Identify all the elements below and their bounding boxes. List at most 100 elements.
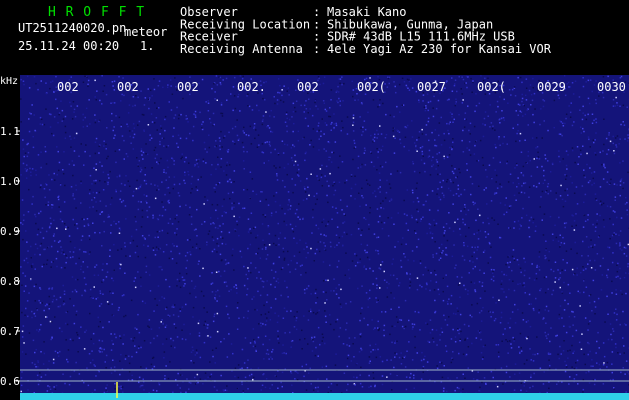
noise xyxy=(565,164,568,167)
noise xyxy=(393,297,395,299)
noise xyxy=(443,194,445,197)
noise xyxy=(76,334,79,336)
noise xyxy=(505,263,507,266)
noise xyxy=(415,187,418,190)
noise xyxy=(532,77,534,80)
noise xyxy=(148,326,150,328)
noise xyxy=(89,238,91,241)
noise xyxy=(78,248,81,251)
noise xyxy=(451,148,453,151)
noise xyxy=(287,87,290,89)
noise xyxy=(174,346,176,349)
noise xyxy=(201,123,203,126)
noise xyxy=(521,81,523,84)
noise xyxy=(538,79,540,82)
noise xyxy=(224,135,226,137)
noise xyxy=(358,192,360,194)
noise xyxy=(184,283,186,285)
noise xyxy=(110,333,112,335)
noise xyxy=(619,138,621,140)
noise xyxy=(204,148,206,150)
noise xyxy=(555,368,557,371)
noise xyxy=(236,134,239,137)
noise xyxy=(173,160,175,162)
noise xyxy=(428,209,431,211)
noise xyxy=(322,261,325,263)
noise xyxy=(398,356,401,359)
noise xyxy=(48,174,50,176)
noise xyxy=(524,269,526,272)
noise xyxy=(565,117,567,120)
noise xyxy=(374,190,376,192)
noise xyxy=(262,280,265,283)
noise xyxy=(411,87,414,89)
noise xyxy=(89,206,91,209)
noise xyxy=(625,324,627,326)
noise xyxy=(406,78,409,81)
noise xyxy=(41,123,44,126)
noise xyxy=(69,375,72,378)
noise xyxy=(515,162,518,165)
noise xyxy=(203,221,206,223)
noise xyxy=(601,91,604,94)
noise xyxy=(172,339,175,342)
noise xyxy=(203,307,205,309)
noise xyxy=(152,356,155,359)
noise xyxy=(135,82,138,84)
noise xyxy=(105,143,107,145)
noise xyxy=(110,367,112,369)
noise xyxy=(573,121,575,123)
noise xyxy=(502,333,504,336)
noise xyxy=(164,129,166,132)
noise xyxy=(568,105,570,107)
noise xyxy=(407,229,409,231)
noise xyxy=(44,146,46,148)
noise xyxy=(324,245,326,247)
noise xyxy=(432,254,434,256)
noise xyxy=(244,337,247,339)
noise xyxy=(451,358,454,361)
noise xyxy=(73,111,75,113)
noise xyxy=(603,118,605,120)
noise xyxy=(471,183,474,185)
noise xyxy=(72,218,74,221)
noise xyxy=(127,379,130,382)
noise xyxy=(361,103,363,105)
noise xyxy=(535,137,538,139)
noise xyxy=(170,109,173,111)
noise xyxy=(184,171,186,174)
noise xyxy=(338,97,340,100)
noise xyxy=(144,174,146,176)
noise xyxy=(608,132,610,134)
noise xyxy=(614,199,616,201)
noise xyxy=(276,103,279,105)
noise xyxy=(427,340,429,343)
noise xyxy=(495,174,498,177)
noise xyxy=(105,148,107,150)
noise xyxy=(231,208,233,210)
noise xyxy=(541,87,544,89)
noise xyxy=(221,112,224,115)
noise xyxy=(318,129,320,132)
noise xyxy=(472,261,474,263)
noise xyxy=(494,318,497,320)
noise xyxy=(587,370,590,373)
noise xyxy=(432,107,434,109)
noise xyxy=(544,331,546,334)
noise xyxy=(25,257,28,260)
noise xyxy=(237,93,240,96)
noise xyxy=(58,169,60,172)
noise xyxy=(457,188,460,190)
noise xyxy=(308,310,310,312)
noise xyxy=(433,219,435,221)
noise xyxy=(602,150,604,152)
noise xyxy=(626,140,629,142)
noise xyxy=(464,206,466,209)
noise xyxy=(373,136,376,139)
noise xyxy=(587,181,590,184)
noise xyxy=(264,141,267,144)
noise xyxy=(428,341,431,343)
noise xyxy=(209,217,212,219)
noise xyxy=(101,165,103,167)
noise xyxy=(521,97,524,100)
